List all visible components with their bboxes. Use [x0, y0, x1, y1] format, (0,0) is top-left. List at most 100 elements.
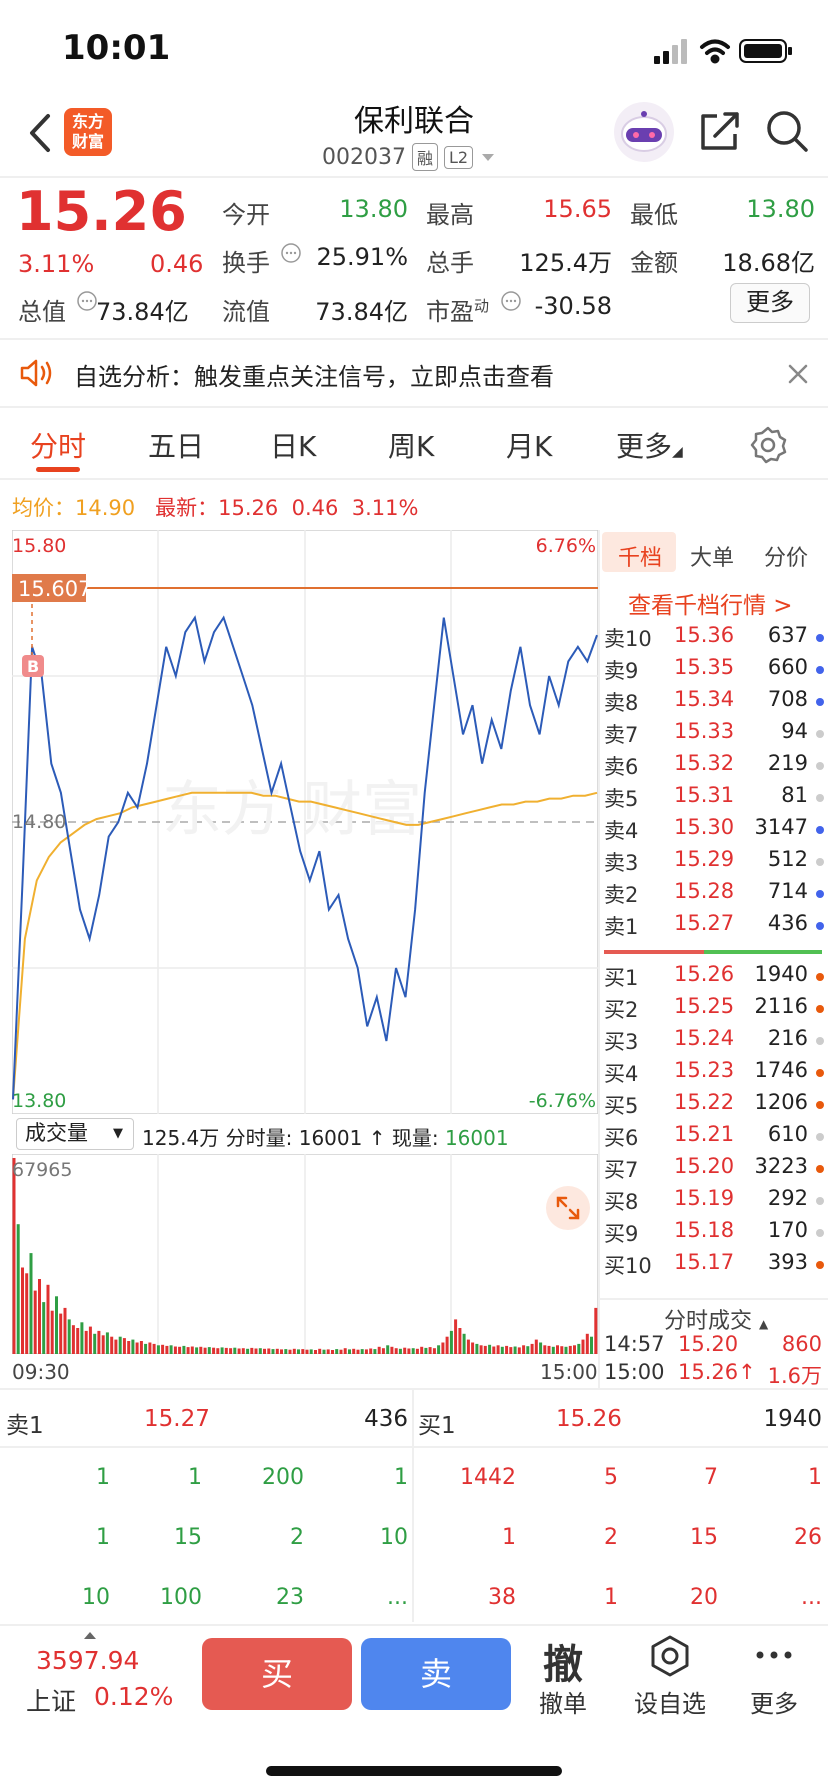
volume-bar: [432, 1348, 436, 1354]
volume-bar: [415, 1348, 419, 1354]
bid-price: 15.24: [674, 1026, 735, 1050]
tab-weekly-k[interactable]: 周K: [388, 430, 435, 463]
volume-bar: [471, 1342, 475, 1354]
ask-row[interactable]: 卖7 15.33 94: [604, 719, 824, 749]
ask-level-label: 卖9: [604, 659, 639, 683]
ask-dot: [816, 730, 824, 738]
sell-queue-cell: ...: [387, 1585, 408, 1610]
bid-row[interactable]: 买1 15.26 1940: [604, 962, 824, 992]
cancel-order-icon[interactable]: 撤: [543, 1642, 583, 1688]
volume-chart[interactable]: 67965: [12, 1154, 598, 1354]
back-icon[interactable]: [22, 108, 62, 158]
bid-row[interactable]: 买10 15.17 393: [604, 1250, 824, 1280]
add-watchlist-label[interactable]: 设自选: [634, 1690, 706, 1718]
ask-row[interactable]: 卖10 15.36 637: [604, 623, 824, 653]
volume-bar: [152, 1343, 156, 1354]
buy-button[interactable]: 买: [202, 1638, 352, 1710]
info-icon[interactable]: [280, 242, 302, 264]
price-line: [12, 615, 598, 1100]
volume-bar: [568, 1345, 572, 1354]
stock-code-row[interactable]: 002037 融 L2: [322, 140, 497, 174]
indicator-selector[interactable]: 成交量 ▼: [16, 1118, 134, 1150]
tab-intraday[interactable]: 分时: [30, 430, 87, 463]
buy-queue-cell: 26: [794, 1525, 822, 1550]
ob-tab-price[interactable]: 分价: [764, 546, 809, 571]
volume-bar: [216, 1348, 220, 1354]
sell-queue-cell: 23: [276, 1585, 304, 1610]
more-quote-button[interactable]: 更多: [730, 283, 810, 323]
info-icon[interactable]: [76, 290, 98, 312]
bid-price: 15.21: [674, 1122, 735, 1146]
bid-row[interactable]: 买9 15.18 170: [604, 1218, 824, 1248]
volume-bar: [556, 1345, 559, 1354]
search-icon[interactable]: [764, 108, 810, 154]
ask-price: 15.28: [674, 879, 735, 903]
view-thousand-link[interactable]: 查看千档行情 >: [628, 593, 793, 619]
bid-row[interactable]: 买8 15.19 292: [604, 1186, 824, 1216]
intraday-price-chart[interactable]: 东方 财富 15.607 B 15.80 14.80 13.80 6.76% -…: [12, 530, 598, 1114]
index-percent[interactable]: 0.12%: [94, 1682, 174, 1711]
bid-row[interactable]: 买7 15.20 3223: [604, 1154, 824, 1184]
volume-bar: [309, 1349, 313, 1354]
bid-row[interactable]: 买5 15.22 1206: [604, 1090, 824, 1120]
volume-bar: [67, 1319, 71, 1354]
bid-row[interactable]: 买3 15.24 216: [604, 1026, 824, 1056]
buy-queue-cell: 1: [808, 1465, 822, 1490]
ask-row[interactable]: 卖2 15.28 714: [604, 879, 824, 909]
ask-row[interactable]: 卖8 15.34 708: [604, 687, 824, 717]
settings-gear-icon[interactable]: [748, 424, 788, 464]
volume-bar: [505, 1345, 509, 1354]
info-icon[interactable]: [500, 290, 522, 312]
queue-buy-label: 买1: [418, 1413, 456, 1439]
bid-price: 15.20: [674, 1154, 735, 1178]
volume-bar: [424, 1347, 428, 1354]
float-mv-value: 73.84亿: [315, 298, 408, 326]
more-label[interactable]: 更多: [750, 1690, 798, 1718]
bid-volume: 610: [767, 1122, 808, 1146]
volume-bar: [258, 1348, 262, 1354]
queue-sell-label: 卖1: [6, 1413, 44, 1439]
ob-tab-thousand[interactable]: 千档: [618, 546, 663, 571]
cancel-order-label[interactable]: 撤单: [539, 1690, 587, 1718]
index-value[interactable]: 3597.94: [36, 1646, 140, 1675]
notice-text[interactable]: 自选分析：触发重点关注信号，立即点击查看: [74, 363, 554, 391]
sell-button[interactable]: 卖: [361, 1638, 511, 1710]
trades-title[interactable]: 分时成交 ▲: [664, 1309, 769, 1334]
tab-daily-k[interactable]: 日K: [270, 430, 317, 463]
tab-more[interactable]: 更多◢: [616, 430, 683, 463]
ask-row[interactable]: 卖3 15.29 512: [604, 847, 824, 877]
ask-row[interactable]: 卖4 15.30 3147: [604, 815, 824, 845]
add-watchlist-icon[interactable]: [648, 1634, 692, 1678]
bid-row[interactable]: 买6 15.21 610: [604, 1122, 824, 1152]
sell-queue-cell: 1: [188, 1465, 202, 1490]
bid-price: 15.18: [674, 1218, 735, 1242]
ask-level-label: 卖7: [604, 723, 639, 747]
chart-info-line: 均价：14.90 最新：15.26 0.46 3.11%: [12, 496, 419, 520]
close-icon[interactable]: [784, 360, 812, 388]
volume-bar: [534, 1339, 538, 1354]
ask-row[interactable]: 卖9 15.35 660: [604, 655, 824, 685]
volume-bar: [390, 1346, 394, 1354]
more-dots-icon[interactable]: [754, 1648, 794, 1662]
ask-dot: [816, 890, 824, 898]
ob-tab-large[interactable]: 大单: [690, 546, 735, 571]
ask-volume: 512: [767, 847, 808, 871]
buy-queue-cell: ...: [801, 1585, 822, 1610]
ask-volume: 94: [781, 719, 808, 743]
ask-row[interactable]: 卖1 15.27 436: [604, 911, 824, 941]
ask-row[interactable]: 卖6 15.32 219: [604, 751, 824, 781]
sell-queue-cell: 10: [82, 1585, 110, 1610]
index-name[interactable]: 上证: [26, 1687, 77, 1716]
y-bottom-label: 13.80: [12, 1090, 66, 1112]
volume-bar: [318, 1348, 322, 1354]
ask-row[interactable]: 卖5 15.31 81: [604, 783, 824, 813]
volume-bar: [581, 1339, 585, 1354]
trade-price: 15.20: [678, 1332, 739, 1356]
bid-row[interactable]: 买4 15.23 1746: [604, 1058, 824, 1088]
tab-monthly-k[interactable]: 月K: [506, 430, 553, 463]
bid-volume: 393: [767, 1250, 808, 1274]
share-icon[interactable]: [697, 108, 743, 154]
robot-assistant-icon[interactable]: [612, 100, 676, 164]
tab-five-day[interactable]: 五日: [148, 430, 205, 463]
bid-row[interactable]: 买2 15.25 2116: [604, 994, 824, 1024]
